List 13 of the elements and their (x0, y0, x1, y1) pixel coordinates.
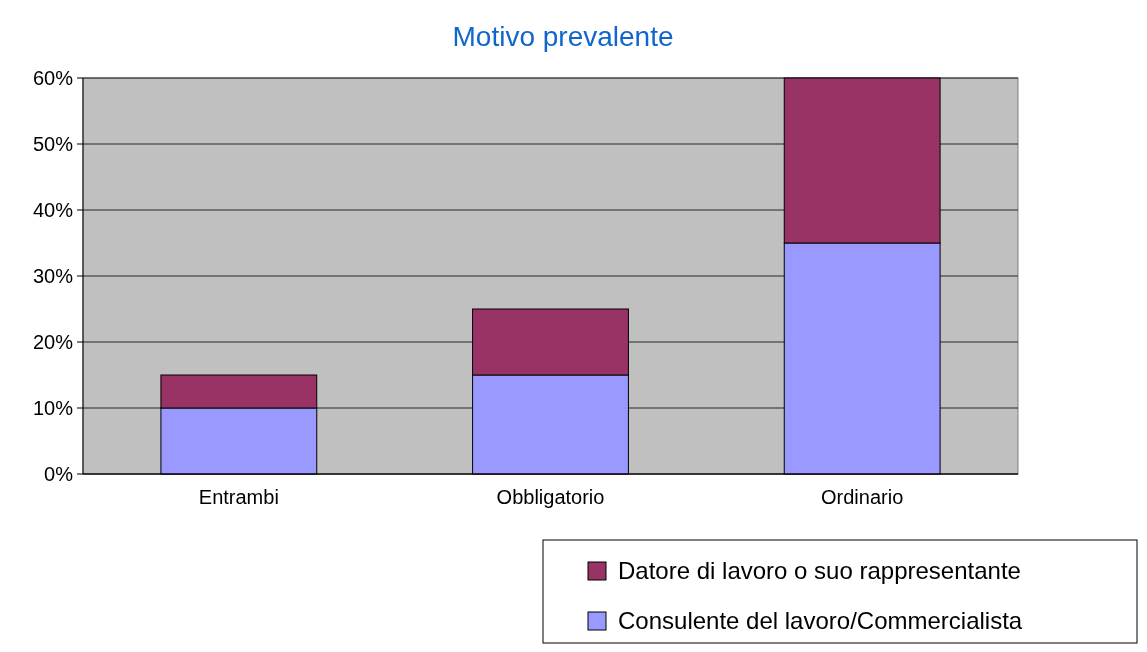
y-tick-label: 10% (32, 397, 74, 419)
x-tick-label: Ordinario (821, 486, 904, 508)
y-tick-label: 30% (32, 265, 74, 287)
x-tick-label: Entrambi (198, 486, 279, 508)
y-tick-label: 0% (44, 463, 74, 485)
chart-title: Motivo prevalente (452, 21, 674, 52)
x-tick-label: Obbligatorio (496, 486, 605, 508)
y-tick-label: 40% (32, 199, 74, 221)
legend-label: Consulente del lavoro/Commercialista (618, 607, 1023, 635)
y-tick-label: 60% (32, 67, 74, 89)
legend-label: Datore di lavoro o suo rappresentante (618, 557, 1021, 585)
y-tick-label: 20% (32, 331, 74, 353)
y-tick-label: 50% (32, 133, 74, 155)
